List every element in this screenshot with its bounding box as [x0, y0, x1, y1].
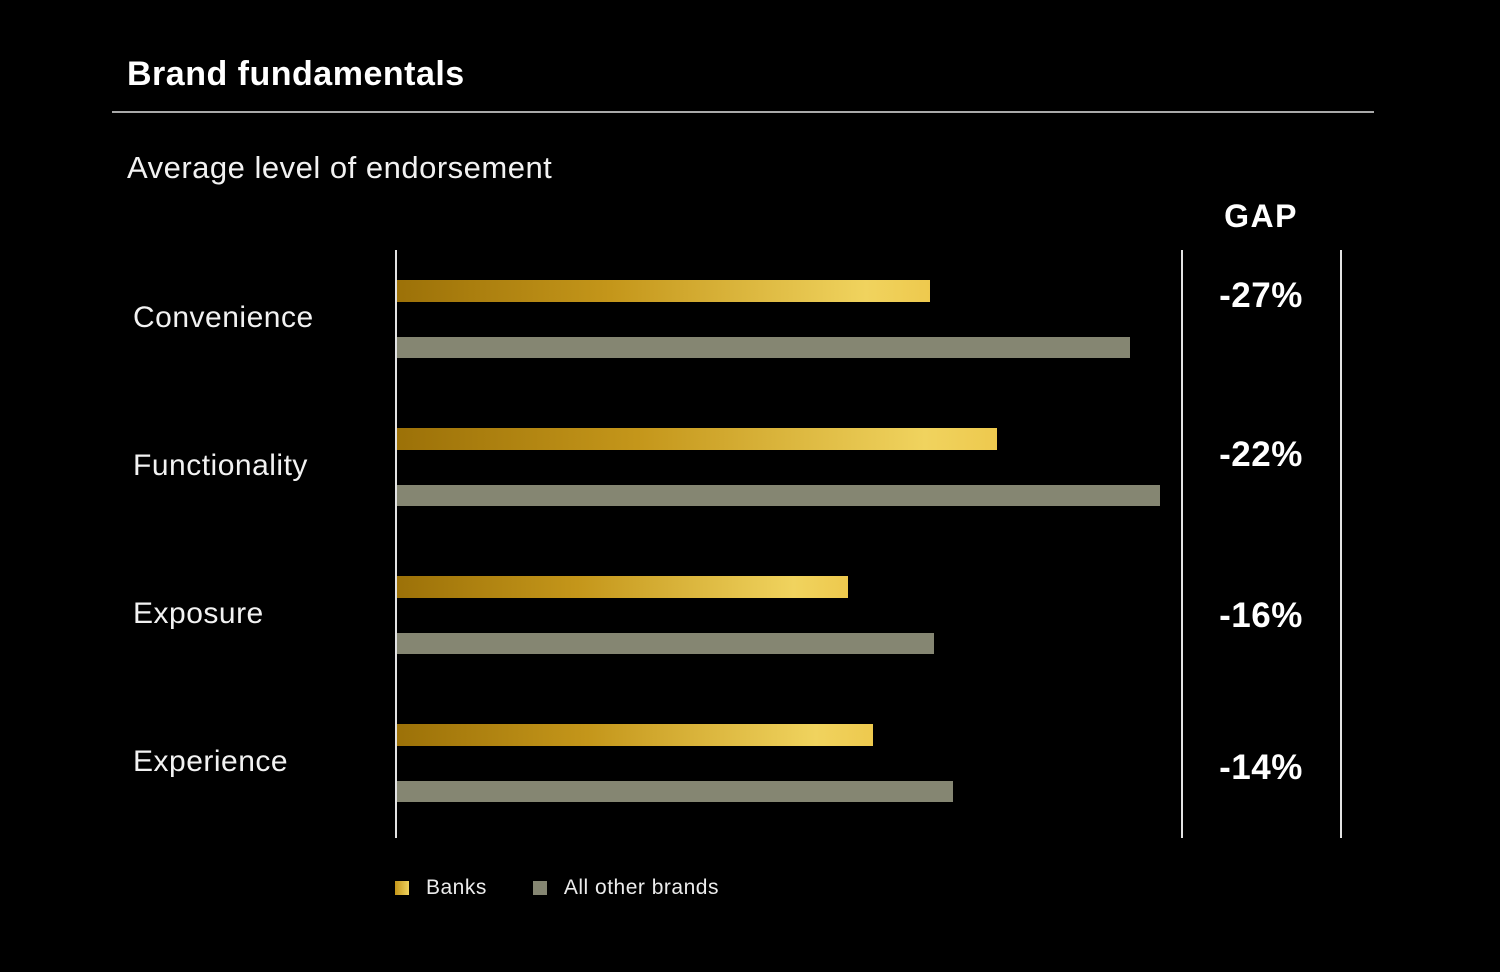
legend-label-banks: Banks [426, 876, 487, 899]
gap-value: -22% [1219, 435, 1303, 474]
category-label: Experience [133, 745, 289, 778]
legend-swatch-all-other-brands [532, 881, 547, 895]
category-label: Functionality [133, 449, 308, 482]
bar-group [397, 576, 1180, 724]
legend: Banks All other brands [395, 876, 719, 900]
gap-value: -27% [1219, 276, 1303, 315]
legend-item-banks: Banks [395, 876, 487, 900]
chart-subtitle: Average level of endorsement [127, 150, 553, 185]
bar-others-exposure [397, 633, 935, 654]
bar-others-functionality [397, 485, 1160, 506]
bar-group [397, 280, 1180, 428]
category-row-functionality: Functionality -22% [0, 428, 1500, 576]
bar-others-convenience [397, 337, 1130, 358]
bar-group [397, 428, 1180, 576]
title-divider-line [112, 111, 1374, 113]
legend-swatch-banks [395, 881, 409, 895]
gap-column-header: GAP [1224, 198, 1298, 234]
gap-column-left-line [1181, 250, 1183, 838]
gap-column-right-line [1340, 250, 1342, 838]
category-row-experience: Experience -14% [0, 724, 1500, 872]
value-axis-line [395, 250, 397, 838]
legend-label-all-other-brands: All other brands [563, 876, 719, 899]
category-label: Exposure [133, 597, 264, 630]
bar-banks-exposure [397, 576, 848, 598]
bar-banks-functionality [397, 428, 997, 450]
gap-value: -16% [1219, 596, 1303, 635]
category-label: Convenience [133, 301, 314, 334]
bar-others-experience [397, 781, 953, 802]
legend-item-all-other-brands: All other brands [532, 876, 719, 900]
bar-banks-convenience [397, 280, 931, 302]
page-title: Brand fundamentals [127, 55, 465, 93]
gap-value: -14% [1219, 748, 1303, 787]
bar-banks-experience [397, 724, 874, 746]
category-row-exposure: Exposure -16% [0, 576, 1500, 724]
category-row-convenience: Convenience -27% [0, 276, 1500, 428]
bar-group [397, 724, 1180, 872]
